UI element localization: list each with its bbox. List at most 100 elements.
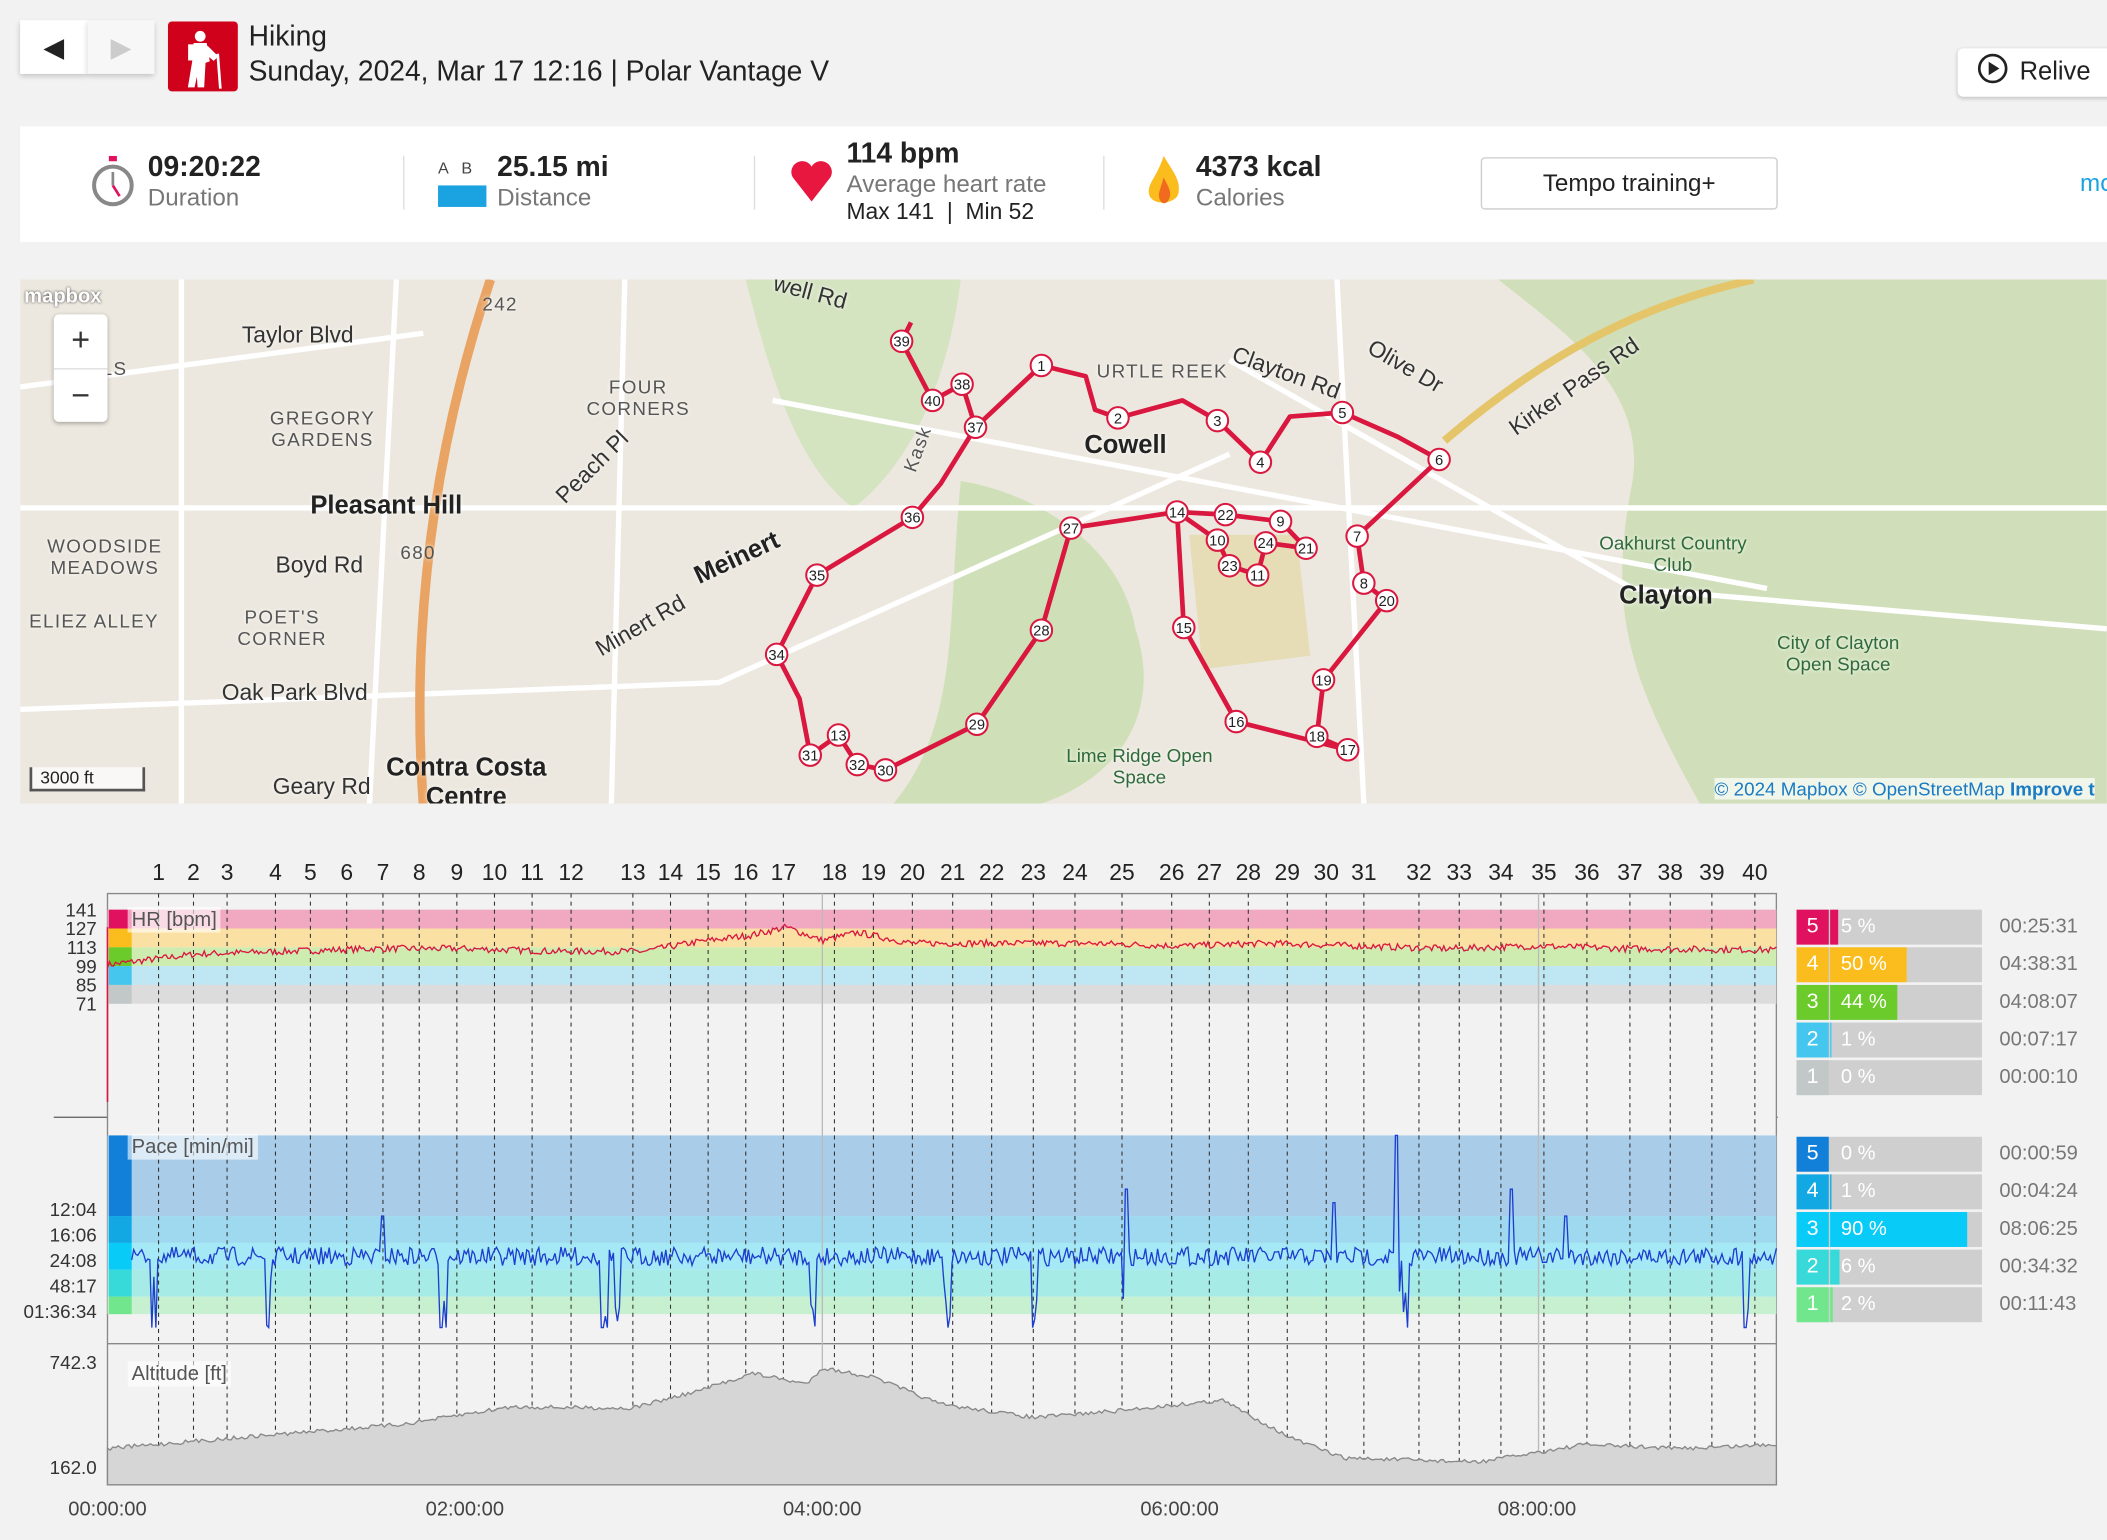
lap-marker[interactable]: 34: [764, 642, 789, 667]
lap-marker[interactable]: 8: [1352, 571, 1376, 595]
lap-marker[interactable]: 3: [1205, 408, 1230, 433]
lap-marker[interactable]: 39: [889, 329, 914, 354]
lap-marker[interactable]: 13: [826, 723, 851, 747]
lap-number[interactable]: 14: [657, 859, 684, 886]
lap-number[interactable]: 33: [1446, 859, 1472, 886]
lap-number[interactable]: 24: [1062, 859, 1088, 886]
lap-number[interactable]: 18: [821, 859, 848, 886]
lap-marker[interactable]: 23: [1217, 553, 1242, 578]
lap-marker[interactable]: 37: [963, 415, 988, 440]
zone-time: 00:11:43: [1999, 1292, 2077, 1316]
lap-number[interactable]: 40: [1742, 859, 1768, 886]
more-link[interactable]: mo: [2080, 169, 2107, 197]
lap-number[interactable]: 16: [733, 859, 759, 886]
zone-number: 3: [1796, 984, 1829, 1020]
lap-marker[interactable]: 15: [1172, 615, 1196, 640]
lap-marker[interactable]: 28: [1029, 618, 1054, 642]
lap-marker-label: 36: [904, 511, 920, 527]
lap-number[interactable]: 13: [620, 859, 646, 886]
lap-marker[interactable]: 5: [1330, 400, 1355, 425]
zoom-in-button[interactable]: +: [71, 322, 91, 359]
lap-number[interactable]: 29: [1274, 859, 1300, 886]
lap-marker[interactable]: 29: [965, 712, 989, 737]
lap-marker-label: 32: [849, 758, 865, 774]
lap-marker[interactable]: 21: [1294, 536, 1318, 560]
lap-marker[interactable]: 22: [1213, 502, 1238, 527]
lap-marker[interactable]: 35: [805, 563, 829, 587]
zone-percent: 2 %: [1840, 1292, 1876, 1316]
lap-number[interactable]: 22: [978, 859, 1005, 886]
lap-number[interactable]: 34: [1488, 859, 1514, 886]
lap-number[interactable]: 21: [939, 859, 966, 886]
lap-marker[interactable]: 18: [1305, 724, 1329, 749]
lap-number[interactable]: 15: [695, 859, 721, 886]
pace-zone-band: [107, 1135, 1777, 1217]
training-benefit-button[interactable]: Tempo training+: [1480, 157, 1778, 210]
lap-marker[interactable]: 17: [1335, 738, 1360, 762]
lap-marker[interactable]: 30: [873, 758, 898, 782]
lap-marker[interactable]: 24: [1254, 531, 1278, 555]
lap-number[interactable]: 32: [1406, 859, 1432, 886]
zoom-out-button[interactable]: −: [53, 368, 108, 423]
relive-button[interactable]: Relive: [1957, 48, 2107, 97]
pace-zone-marker: [108, 1242, 132, 1270]
lap-number[interactable]: 20: [899, 859, 926, 886]
lap-marker[interactable]: 4: [1248, 450, 1273, 474]
lap-number[interactable]: 10: [481, 859, 508, 886]
back-arrow-icon: ◀: [43, 32, 65, 63]
lap-marker[interactable]: 20: [1374, 588, 1399, 613]
lap-number[interactable]: 17: [770, 859, 797, 886]
improve-map-link[interactable]: Improve t: [2010, 778, 2095, 800]
lap-number[interactable]: 3: [220, 859, 234, 886]
lap-marker[interactable]: 9: [1268, 509, 1293, 534]
lap-marker[interactable]: 16: [1224, 709, 1248, 734]
lap-marker[interactable]: 40: [920, 388, 945, 413]
lap-number[interactable]: 11: [520, 859, 544, 886]
lap-number[interactable]: 12: [558, 859, 584, 886]
lap-number[interactable]: 23: [1020, 859, 1047, 886]
lap-number[interactable]: 38: [1657, 859, 1683, 886]
previous-activity-button[interactable]: ◀: [20, 20, 88, 74]
lap-number[interactable]: 31: [1351, 859, 1377, 886]
lap-marker[interactable]: 14: [1165, 500, 1189, 524]
next-activity-button[interactable]: ▶: [87, 20, 155, 74]
lap-number[interactable]: 5: [304, 859, 317, 886]
lap-number[interactable]: 37: [1617, 859, 1643, 886]
lap-number[interactable]: 4: [269, 859, 282, 886]
lap-number[interactable]: 7: [376, 859, 390, 886]
lap-number[interactable]: 30: [1313, 859, 1339, 886]
lap-number[interactable]: 28: [1235, 859, 1262, 886]
lap-marker[interactable]: 1: [1029, 353, 1054, 378]
lap-marker[interactable]: 10: [1205, 528, 1230, 552]
map-label: Lime Ridge Open Space: [1066, 744, 1213, 788]
lap-marker[interactable]: 6: [1427, 447, 1451, 472]
lap-marker[interactable]: 36: [900, 505, 925, 530]
lap-marker[interactable]: 2: [1106, 406, 1130, 430]
lap-number[interactable]: 25: [1109, 859, 1135, 886]
lap-number[interactable]: 6: [340, 859, 354, 886]
lap-number[interactable]: 8: [412, 859, 426, 886]
lap-marker[interactable]: 27: [1059, 516, 1083, 540]
lap-marker[interactable]: 11: [1245, 563, 1270, 587]
zone-fill-bar: [1830, 1174, 1832, 1210]
lap-number[interactable]: 36: [1574, 859, 1600, 886]
lap-marker-label: 15: [1176, 621, 1192, 637]
lap-number[interactable]: 19: [860, 859, 887, 886]
lap-number[interactable]: 2: [187, 859, 200, 886]
lap-number[interactable]: 35: [1531, 859, 1557, 886]
lap-marker[interactable]: 31: [798, 743, 823, 767]
lap-marker[interactable]: 19: [1311, 668, 1336, 692]
lap-marker[interactable]: 7: [1345, 524, 1369, 548]
lap-number[interactable]: 26: [1158, 859, 1185, 886]
lap-number[interactable]: 39: [1699, 859, 1725, 886]
osm-link[interactable]: OpenStreetMap: [1871, 778, 2005, 800]
route-map[interactable]: 1 2 3 4 5 6 7 8 9 10 11 13 14 15 16 17 18 19 20 21 22 23 24 27 2…: [20, 279, 2107, 804]
lap-number[interactable]: 1: [152, 859, 165, 886]
lap-number[interactable]: 9: [450, 859, 464, 886]
lap-marker[interactable]: 32: [845, 752, 870, 777]
map-label: Clayton: [1619, 581, 1713, 611]
lap-marker[interactable]: 38: [950, 372, 974, 397]
lap-marker-label: 8: [1360, 577, 1368, 593]
lap-number[interactable]: 27: [1196, 859, 1223, 886]
